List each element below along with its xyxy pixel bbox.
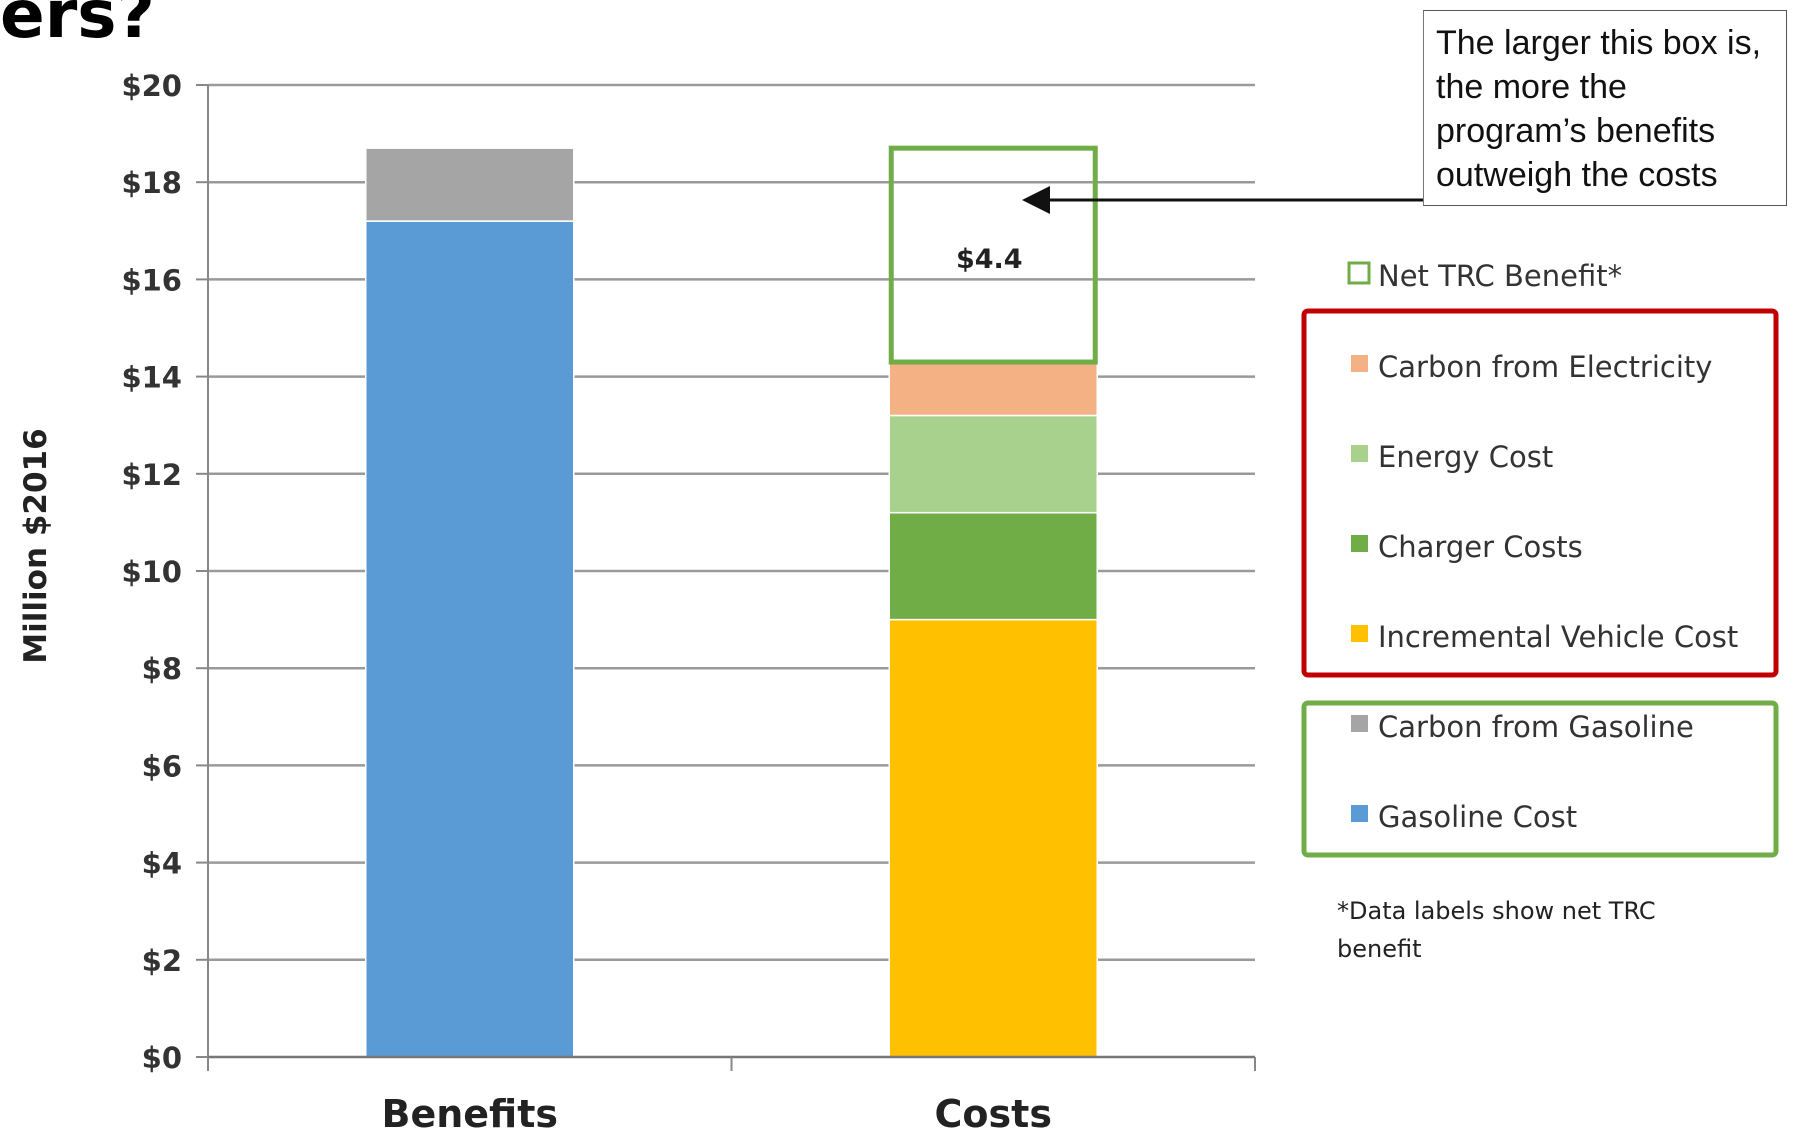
- legend-swatch: [1351, 445, 1368, 462]
- legend-label: Carbon from Gasoline: [1378, 710, 1694, 744]
- axes: [196, 84, 1256, 1071]
- bar-segment-net-trc-benefit: [888, 145, 1098, 365]
- arrow-head: [1022, 186, 1050, 214]
- bar-segment-carbon-from-gasoline: [365, 147, 575, 222]
- x-category-labels: Benefits Costs: [381, 1092, 1051, 1136]
- legend-swatch: [1351, 535, 1368, 552]
- legend-group-red: [1301, 308, 1779, 678]
- legend-group-green: [1301, 700, 1779, 858]
- legend-swatch: [1347, 261, 1371, 285]
- bar-segment-carbon-from-electricity: [888, 361, 1098, 417]
- legend-label: Carbon from Electricity: [1378, 350, 1712, 384]
- legend-swatch: [1351, 625, 1368, 642]
- y-tick-label: $0: [142, 1041, 182, 1075]
- y-tick-label: $10: [121, 555, 182, 589]
- x-category-label: Benefits: [381, 1092, 558, 1136]
- legend-label: Incremental Vehicle Cost: [1378, 620, 1738, 654]
- legend-label: Energy Cost: [1378, 440, 1553, 474]
- legend-label: Net TRC Benefit*: [1378, 259, 1622, 293]
- x-category-label: Costs: [935, 1092, 1052, 1136]
- y-tick-label: $6: [142, 749, 182, 783]
- bars: $4.4: [365, 145, 1098, 1058]
- callout-box: The larger this box is, the more the pro…: [1423, 10, 1787, 206]
- bar-segment-gasoline-cost: [365, 220, 575, 1058]
- y-tick-label: $14: [121, 361, 182, 395]
- data-label: $4.4: [956, 244, 1023, 275]
- legend: Net TRC Benefit* Carbon from Electricity E…: [1301, 259, 1779, 858]
- legend-swatch: [1351, 805, 1368, 822]
- footnote: *Data labels show net TRC benefit: [1337, 897, 1656, 963]
- y-tick-label: $8: [142, 652, 182, 686]
- legend-label: Gasoline Cost: [1378, 800, 1577, 834]
- y-tick-label: $4: [142, 847, 182, 881]
- y-tick-label: $12: [121, 458, 182, 492]
- y-tick-label: $2: [142, 944, 182, 978]
- y-tick-labels: $0 $2 $4 $6 $8 $10 $12 $14 $16 $18 $20: [121, 69, 182, 1075]
- bar-segment-charger-costs: [888, 511, 1098, 621]
- y-axis-title: Million $2016: [18, 428, 54, 663]
- y-axis-title: Million $2016: [18, 428, 54, 663]
- callout-arrow: [1022, 186, 1423, 214]
- y-tick-label: $18: [121, 166, 182, 200]
- y-tick-label: $16: [121, 263, 182, 297]
- legend-swatch: [1351, 715, 1368, 732]
- legend-label: Charger Costs: [1378, 530, 1583, 564]
- legend-swatch: [1351, 355, 1368, 372]
- bar-segment-incremental-vehicle-cost: [888, 618, 1098, 1058]
- y-tick-label: $20: [121, 69, 182, 103]
- bar-segment-energy-cost: [888, 414, 1098, 514]
- slide-heading-fragment: ers?: [0, 0, 155, 53]
